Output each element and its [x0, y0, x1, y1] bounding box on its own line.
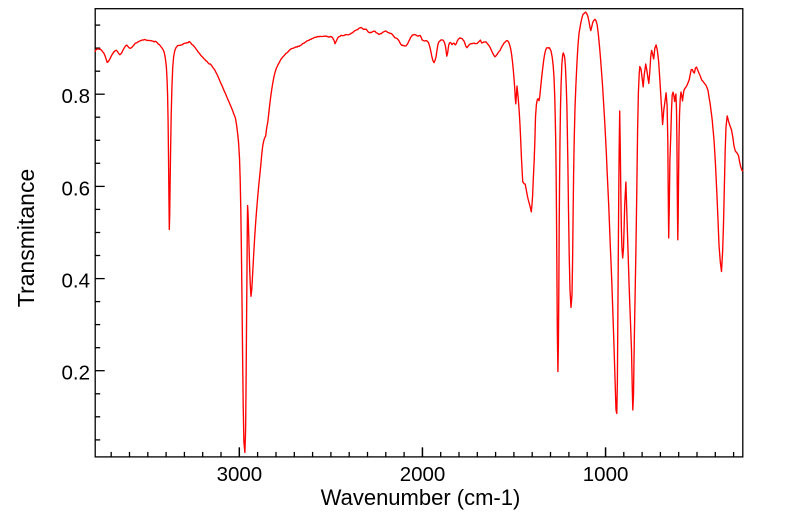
svg-text:Wavenumber (cm-1): Wavenumber (cm-1): [321, 485, 521, 510]
svg-text:0.6: 0.6: [62, 177, 91, 200]
svg-text:2000: 2000: [400, 463, 446, 486]
svg-text:0.4: 0.4: [62, 270, 91, 293]
svg-text:0.8: 0.8: [62, 85, 91, 108]
svg-text:1000: 1000: [583, 463, 629, 486]
svg-text:3000: 3000: [217, 463, 263, 486]
svg-text:0.2: 0.2: [62, 362, 91, 385]
svg-text:Transmitance: Transmitance: [13, 169, 39, 307]
